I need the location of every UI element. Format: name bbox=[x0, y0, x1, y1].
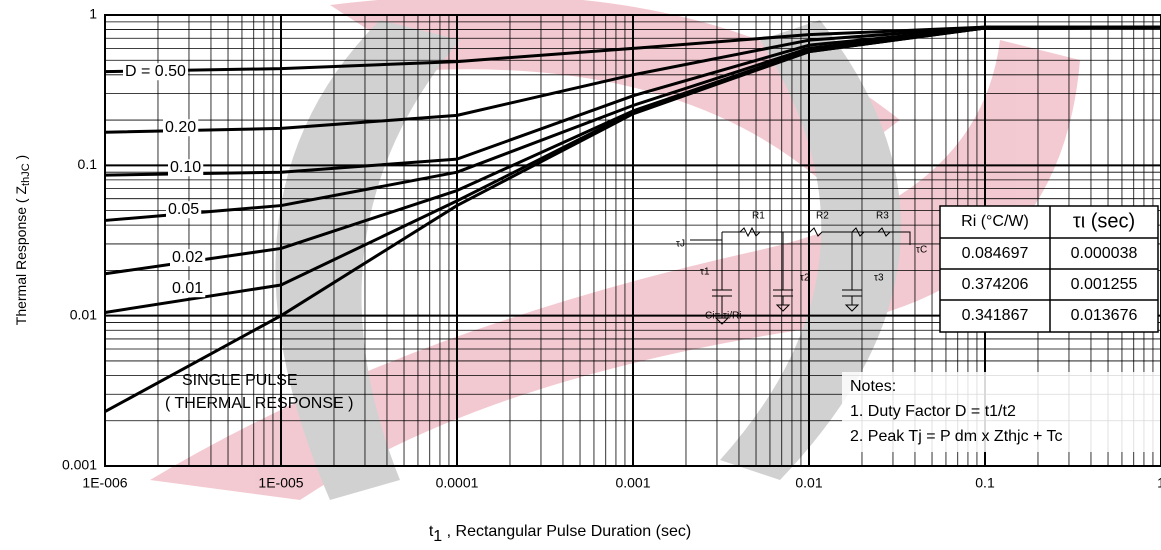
circuit-label: τJ bbox=[676, 239, 685, 250]
circuit-label: τ2 bbox=[800, 273, 810, 284]
plot-frame bbox=[104, 14, 1161, 467]
series-label-bg bbox=[168, 159, 204, 177]
table-cell: 0.001255 bbox=[1071, 276, 1138, 293]
circuit-label: τ1 bbox=[700, 267, 710, 278]
x-tick-label: 0.1 bbox=[975, 475, 995, 491]
annotation: ( THERMAL RESPONSE ) bbox=[165, 395, 353, 412]
x-tick-label: 1 bbox=[1157, 475, 1161, 491]
series-label: 0.10 bbox=[170, 159, 201, 176]
table-cell: 0.084697 bbox=[962, 245, 1029, 262]
x-label-sub: 1 bbox=[433, 528, 442, 545]
circuit-label: R2 bbox=[816, 211, 829, 222]
watermark bbox=[150, 0, 1080, 500]
series-line bbox=[104, 25, 1161, 413]
note: Notes: bbox=[850, 378, 896, 395]
x-tick-label: 0.001 bbox=[615, 475, 650, 491]
series-label: D = 0.50 bbox=[125, 63, 186, 80]
series-label-bg bbox=[170, 280, 206, 298]
circuit bbox=[690, 226, 911, 325]
x-label-main: t bbox=[429, 523, 434, 540]
circuit-label: τC bbox=[916, 245, 927, 256]
circuit-label: R3 bbox=[876, 211, 889, 222]
y-tick-label: 1 bbox=[89, 6, 97, 22]
table-cell: 0.013676 bbox=[1071, 307, 1138, 324]
series-label: 0.01 bbox=[172, 280, 203, 297]
note: 1. Duty Factor D = t1/t2 bbox=[850, 403, 1016, 420]
table-cell: 0.341867 bbox=[962, 307, 1029, 324]
y-tick-label: 0.1 bbox=[78, 156, 98, 172]
x-tick-label: 0.0001 bbox=[436, 475, 479, 491]
table-cell: 0.374206 bbox=[962, 276, 1029, 293]
y-label-sub: thJC bbox=[20, 163, 32, 186]
y-label-main: Thermal Response ( Z bbox=[13, 186, 29, 326]
table-header: τι (sec) bbox=[1073, 210, 1135, 232]
plot bbox=[104, 14, 1161, 467]
series-label-bg bbox=[170, 249, 206, 267]
notes: Notes: 1. Duty Factor D = t1/t2 2. Peak … bbox=[842, 372, 1160, 452]
params-table: Ri (°C/W) τι (sec) 0.084697 0.000038 0.3… bbox=[939, 205, 1159, 333]
y-tick-label: 0.001 bbox=[62, 457, 97, 473]
x-tick-label: 0.01 bbox=[795, 475, 822, 491]
annotation: SINGLE PULSE bbox=[182, 372, 298, 389]
y-tick-label: 0.01 bbox=[70, 306, 97, 322]
series-label: 0.02 bbox=[172, 249, 203, 266]
x-label-rest: , Rectangular Pulse Duration (sec) bbox=[442, 523, 691, 540]
circuit-label: R1 bbox=[752, 211, 765, 222]
y-axis-label: Thermal Response ( ZthJC ) bbox=[13, 155, 32, 325]
x-axis-label: t1 , Rectangular Pulse Duration (sec) bbox=[429, 523, 691, 545]
series-label-bg bbox=[166, 201, 202, 219]
table-cell: 0.000038 bbox=[1071, 245, 1138, 262]
circuit-label: τ3 bbox=[874, 273, 884, 284]
note: 2. Peak Tj = P dm x Zthjc + Tc bbox=[850, 428, 1063, 445]
circuit-label: Ci= τi/Ri bbox=[705, 311, 741, 322]
y-label-rest: ) bbox=[13, 155, 29, 164]
x-tick-label: 1E-005 bbox=[258, 475, 303, 491]
x-tick-label: 1E-006 bbox=[82, 475, 127, 491]
series-label-bg bbox=[163, 119, 199, 137]
table-header: Ri (°C/W) bbox=[961, 213, 1029, 230]
series-label: 0.05 bbox=[168, 201, 199, 218]
series-label-bg bbox=[123, 63, 189, 81]
series-label: 0.20 bbox=[165, 119, 196, 136]
